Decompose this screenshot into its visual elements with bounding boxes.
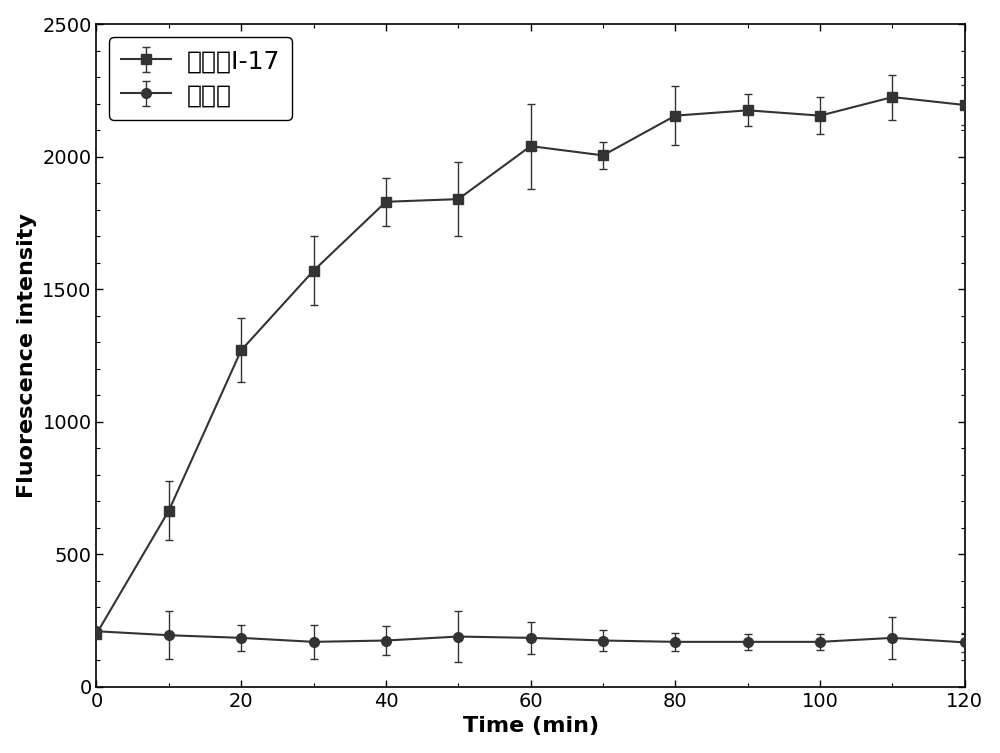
Y-axis label: Fluorescence intensity: Fluorescence intensity <box>17 213 37 498</box>
X-axis label: Time (min): Time (min) <box>463 716 599 736</box>
Legend: 化合物I-17, 空白组: 化合物I-17, 空白组 <box>109 37 292 120</box>
